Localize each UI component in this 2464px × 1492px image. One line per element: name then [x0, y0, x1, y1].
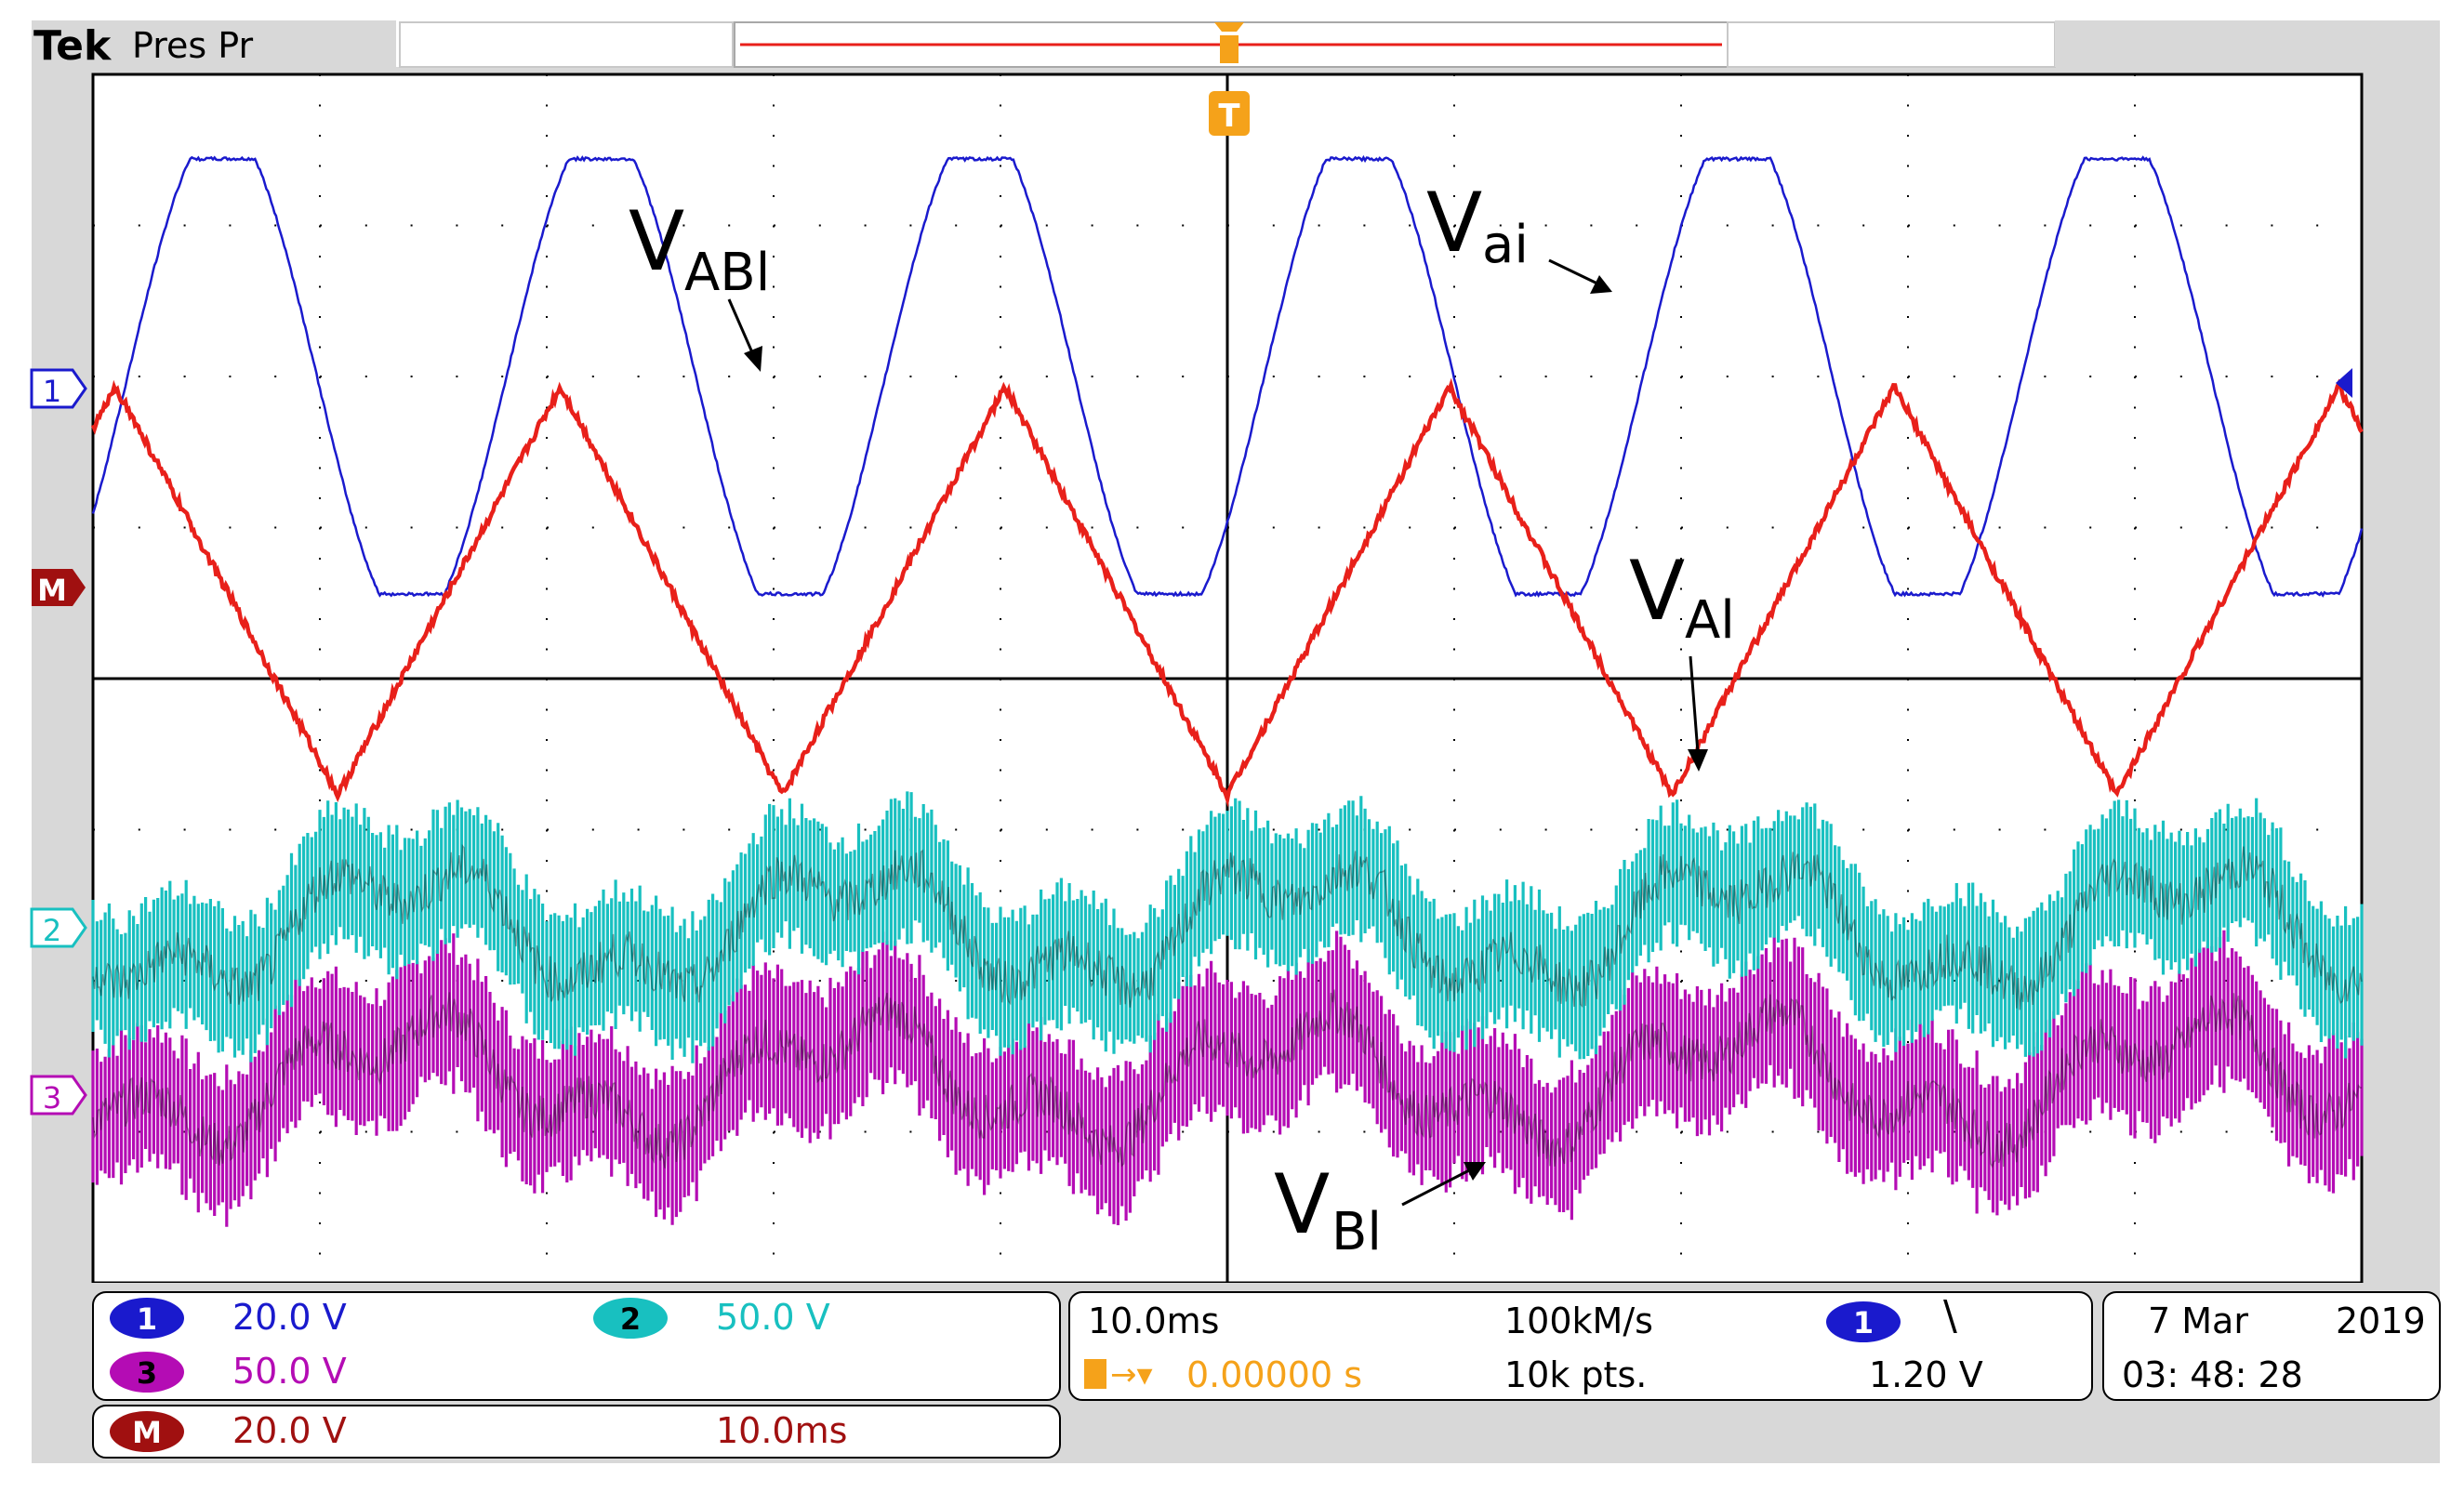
annotation-vai-arrowhead-icon	[1590, 275, 1612, 294]
math-marker[interactable]: M	[32, 569, 86, 608]
annotation-vai-arrow	[1548, 258, 1600, 286]
clock-time: 03: 48: 28	[2122, 1354, 2303, 1395]
annotation-vabi-arrow	[727, 298, 757, 360]
sample-rate: 100kM/s	[1504, 1301, 1653, 1341]
trigger-level[interactable]: 1.20 V	[1869, 1354, 1983, 1395]
annotations: V ABl V ai V Al V Bl	[629, 175, 1735, 1262]
ch3-marker-label: 3	[43, 1080, 61, 1116]
math-marker-shape	[32, 569, 86, 606]
tek-logo: Tek	[33, 22, 113, 70]
trigger-t-label: T	[1218, 98, 1240, 135]
trigger-position-marker[interactable]: T	[1209, 91, 1250, 136]
annotation-vabi: V ABl	[629, 193, 770, 372]
annotation-vbi: V Bl	[1274, 1156, 1486, 1262]
ch3-marker-shape	[30, 1075, 87, 1116]
ch2-badge-label: 2	[620, 1301, 641, 1337]
ch3-badge-label: 3	[137, 1355, 157, 1391]
date-year: 2019	[2336, 1301, 2426, 1341]
date-box	[2102, 1291, 2441, 1401]
ch3-readout[interactable]: 3 50.0 V	[110, 1351, 347, 1393]
ch1-badge-label: 1	[137, 1301, 157, 1337]
trace-ch2-core	[92, 843, 2363, 1010]
ch3-scale: 50.0 V	[232, 1351, 347, 1392]
annotation-vai-upper-main: V	[1629, 543, 1685, 639]
trigger-offset-arrow-icon: →▾	[1110, 1356, 1153, 1393]
math-scale: 20.0 V	[232, 1410, 347, 1451]
ch1-marker-label: 1	[43, 374, 61, 409]
record-trigger-icon	[1220, 35, 1239, 63]
ch1-scale: 20.0 V	[232, 1297, 347, 1338]
ch2-readout[interactable]: 2 50.0 V	[593, 1297, 830, 1339]
trace-ch2-band	[91, 791, 2364, 1063]
ch1-marker-shape	[30, 368, 87, 409]
top-bar-slot-left	[399, 21, 734, 68]
ch1-readout[interactable]: 1 20.0 V	[110, 1297, 347, 1339]
trigger-t-icon	[1209, 91, 1250, 136]
record-trigger-top-icon	[1214, 22, 1244, 32]
trace-ch3-core	[92, 989, 2362, 1169]
channel-scales-box	[92, 1291, 1061, 1401]
ch1-marker[interactable]: 1	[30, 368, 87, 409]
channel-markers: 1 M 2 3	[30, 368, 87, 1116]
waveform-traces	[90, 154, 2364, 1227]
ch2-marker-shape	[30, 907, 87, 948]
math-marker-label: M	[37, 573, 67, 608]
annotation-vai: V ai	[1426, 175, 1612, 294]
ch2-badge	[593, 1298, 668, 1339]
annotation-vabi-arrowhead-icon	[744, 346, 762, 372]
trace-ch3-band	[91, 930, 2364, 1227]
trace-ch3	[91, 930, 2364, 1227]
annotation-vai-upper-sub: Al	[1685, 590, 1735, 651]
trigger-slope-icon: \	[1943, 1292, 1957, 1340]
ch3-badge	[110, 1352, 184, 1393]
annotation-vbi-arrowhead-icon	[1464, 1162, 1486, 1181]
trace-ch2	[91, 791, 2364, 1063]
readout-panel: 1 20.0 V 2 50.0 V 3 50.0 V M 20.0 V 10.0…	[32, 1283, 2441, 1463]
top-bar-right	[2055, 20, 2440, 67]
trigger-source-badge[interactable]	[1826, 1301, 1901, 1342]
math-readout-box	[92, 1405, 1061, 1459]
trigger-level-arrow-icon[interactable]	[2336, 368, 2352, 398]
annotation-vai-upper-arrow	[1689, 655, 1700, 754]
annotation-vbi-main: V	[1274, 1156, 1330, 1252]
math-badge-label: M	[132, 1415, 162, 1450]
top-bar: Tek Pres Pr	[0, 19, 2464, 87]
math-badge	[110, 1411, 184, 1452]
trigger-source-label: 1	[1853, 1305, 1874, 1340]
record-length: 10k pts.	[1504, 1354, 1647, 1395]
top-bar-slot-right	[1727, 21, 2056, 68]
math-time: 10.0ms	[716, 1410, 847, 1451]
ch2-marker[interactable]: 2	[30, 907, 87, 948]
annotation-vbi-sub: Bl	[1331, 1202, 1382, 1262]
annotation-vai-upper: V Al	[1629, 543, 1735, 772]
annotation-vabi-main: V	[629, 193, 684, 289]
timebase-value[interactable]: 10.0ms	[1088, 1301, 1219, 1341]
trigger-offset-value[interactable]: 0.00000 s	[1186, 1354, 1362, 1395]
ch2-marker-label: 2	[43, 913, 61, 948]
trace-math	[90, 377, 2364, 808]
annotation-vbi-arrow	[1401, 1168, 1472, 1207]
annotation-vai-main: V	[1426, 175, 1482, 271]
trigger-offset-t-icon	[1084, 1359, 1106, 1389]
top-bar-left	[32, 20, 396, 67]
trace-ch1	[91, 154, 2364, 598]
annotation-vai-sub: ai	[1482, 215, 1529, 275]
ch3-marker[interactable]: 3	[30, 1075, 87, 1116]
math-readout[interactable]: M 20.0 V 10.0ms	[110, 1410, 847, 1452]
ch1-badge	[110, 1298, 184, 1339]
date-day: 7 Mar	[2148, 1301, 2248, 1341]
annotation-vabi-sub: ABl	[684, 243, 770, 303]
acquisition-mode: Pres Pr	[132, 25, 254, 66]
annotation-vai-upper-arrowhead-icon	[1688, 749, 1708, 772]
ch2-scale: 50.0 V	[716, 1297, 830, 1338]
